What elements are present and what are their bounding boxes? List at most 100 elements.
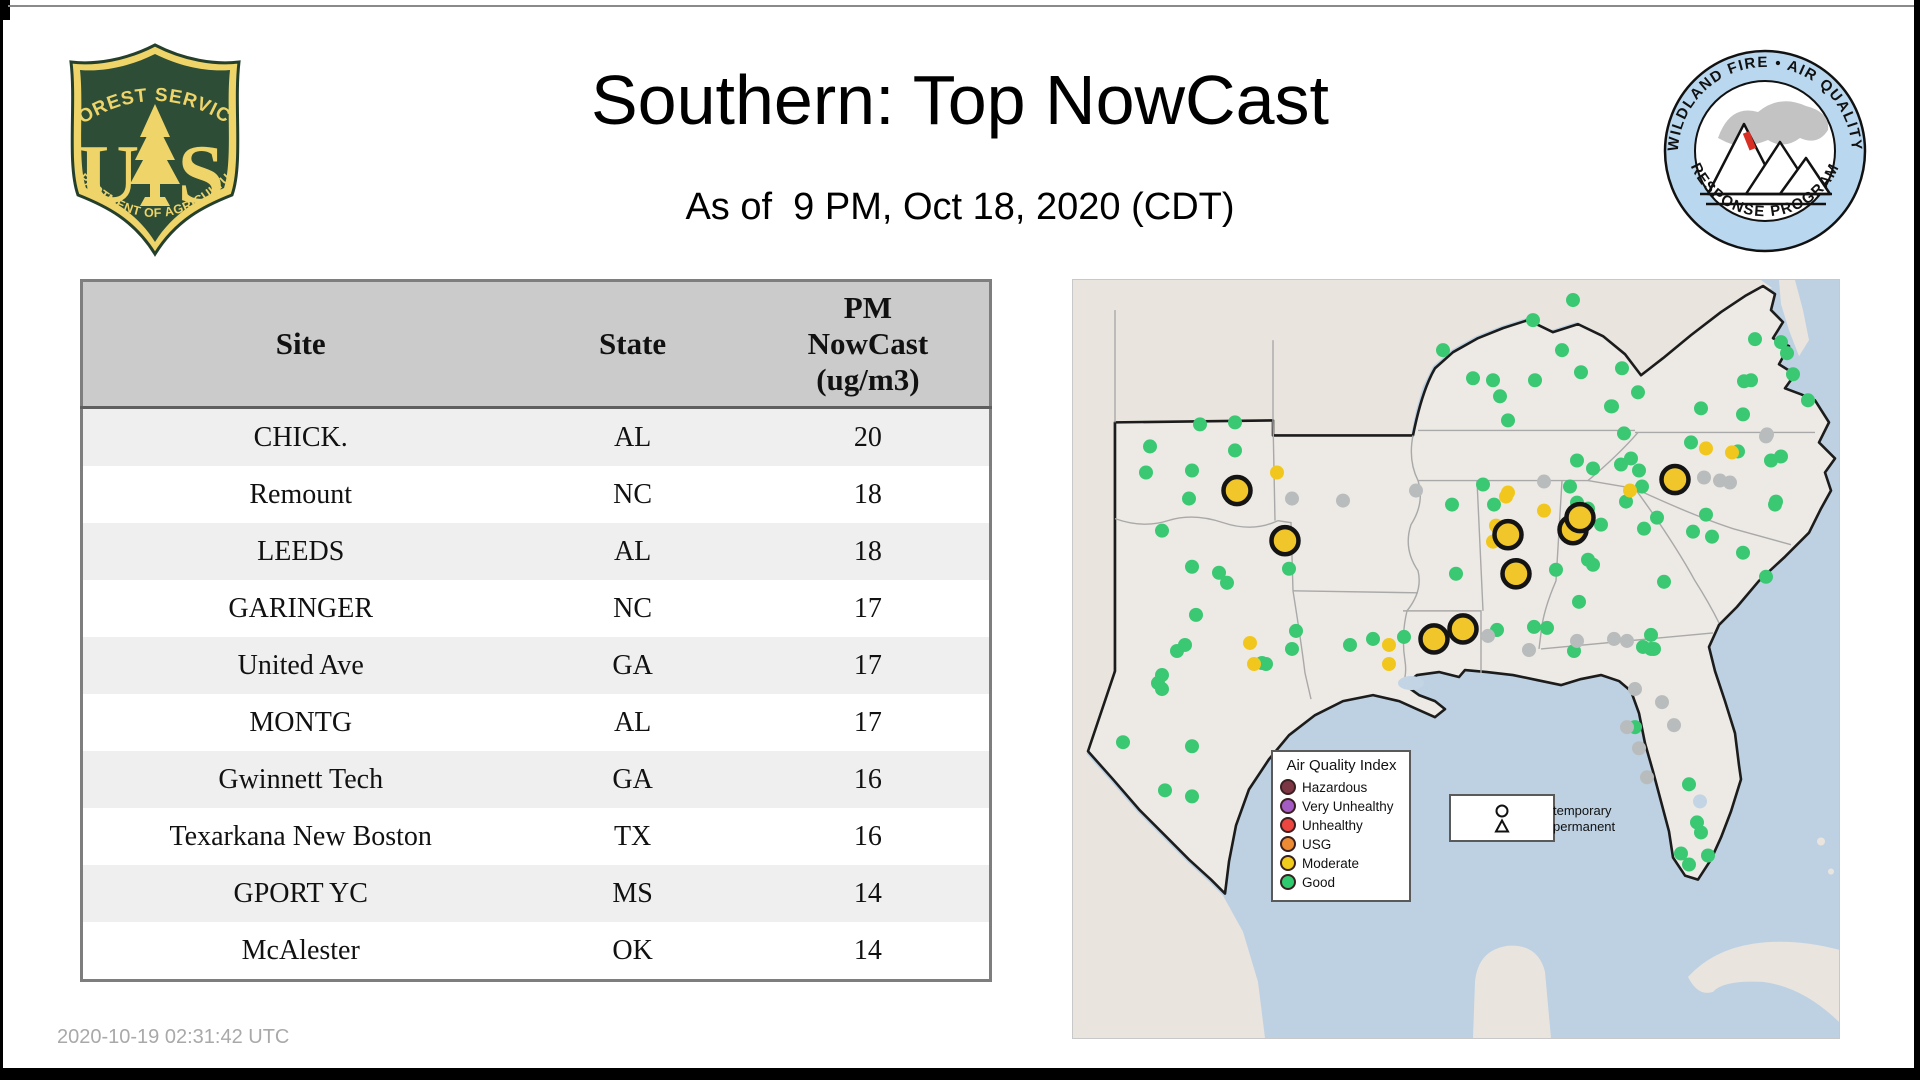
monitor-dot[interactable] xyxy=(1780,346,1794,361)
monitor-dot[interactable] xyxy=(1185,463,1199,478)
monitor-dot[interactable] xyxy=(1768,497,1782,512)
monitor-dot[interactable] xyxy=(1243,635,1257,650)
monitor-dot[interactable] xyxy=(1574,365,1588,380)
top-site-marker[interactable] xyxy=(1500,557,1532,590)
top-site-marker[interactable] xyxy=(1564,501,1596,534)
monitor-dot[interactable] xyxy=(1185,739,1199,754)
monitor-dot[interactable] xyxy=(1631,385,1645,400)
monitor-dot[interactable] xyxy=(1540,620,1554,635)
monitor-dot[interactable] xyxy=(1289,623,1303,638)
monitor-dot[interactable] xyxy=(1657,574,1671,589)
monitor-dot[interactable] xyxy=(1537,503,1551,518)
monitor-dot[interactable] xyxy=(1528,373,1542,388)
monitor-dot[interactable] xyxy=(1566,293,1580,308)
top-site-marker[interactable] xyxy=(1418,623,1450,655)
monitor-dot[interactable] xyxy=(1759,569,1773,584)
monitor-dot[interactable] xyxy=(1116,735,1130,750)
monitor-dot[interactable] xyxy=(1158,783,1172,798)
monitor-dot[interactable] xyxy=(1570,633,1584,648)
monitor-dot[interactable] xyxy=(1620,720,1634,735)
monitor-dot[interactable] xyxy=(1694,825,1708,840)
monitor-dot[interactable] xyxy=(1143,439,1157,454)
monitor-dot[interactable] xyxy=(1285,641,1299,656)
monitor-dot[interactable] xyxy=(1526,313,1540,328)
monitor-dot[interactable] xyxy=(1759,429,1773,444)
monitor-dot[interactable] xyxy=(1182,491,1196,506)
monitor-dot[interactable] xyxy=(1285,491,1299,506)
monitor-dot[interactable] xyxy=(1228,443,1242,458)
monitor-dot[interactable] xyxy=(1185,789,1199,804)
monitor-dot[interactable] xyxy=(1527,619,1541,634)
monitor-dot[interactable] xyxy=(1487,497,1501,512)
monitor-dot[interactable] xyxy=(1640,770,1654,785)
monitor-dot[interactable] xyxy=(1499,489,1513,504)
monitor-dot[interactable] xyxy=(1628,682,1642,697)
monitor-dot[interactable] xyxy=(1635,479,1649,494)
monitor-dot[interactable] xyxy=(1594,517,1608,532)
monitor-dot[interactable] xyxy=(1476,477,1490,492)
monitor-dot[interactable] xyxy=(1549,562,1563,577)
top-site-marker[interactable] xyxy=(1447,613,1479,645)
monitor-dot[interactable] xyxy=(1445,497,1459,512)
monitor-dot[interactable] xyxy=(1228,415,1242,430)
monitor-dot[interactable] xyxy=(1617,426,1631,441)
monitor-dot[interactable] xyxy=(1185,559,1199,574)
monitor-dot[interactable] xyxy=(1699,507,1713,522)
monitor-dot[interactable] xyxy=(1586,461,1600,476)
monitor-dot[interactable] xyxy=(1537,474,1551,489)
monitor-dot[interactable] xyxy=(1705,529,1719,544)
monitor-dot[interactable] xyxy=(1736,407,1750,422)
monitor-dot[interactable] xyxy=(1607,631,1621,646)
monitor-dot[interactable] xyxy=(1655,695,1669,710)
monitor-dot[interactable] xyxy=(1397,629,1411,644)
aqi-map[interactable]: Air Quality Index Hazardous Very Unhealth… xyxy=(1072,279,1840,1039)
monitor-dot[interactable] xyxy=(1572,594,1586,609)
monitor-dot[interactable] xyxy=(1744,373,1758,388)
monitor-dot[interactable] xyxy=(1212,565,1226,580)
monitor-dot[interactable] xyxy=(1650,510,1664,525)
monitor-dot[interactable] xyxy=(1436,343,1450,358)
monitor-dot[interactable] xyxy=(1684,435,1698,450)
monitor-dot[interactable] xyxy=(1486,373,1500,388)
monitor-dot[interactable] xyxy=(1155,682,1169,697)
monitor-dot[interactable] xyxy=(1501,413,1515,428)
monitor-dot[interactable] xyxy=(1155,523,1169,538)
monitor-dot[interactable] xyxy=(1139,465,1153,480)
monitor-dot[interactable] xyxy=(1674,846,1688,861)
monitor-dot[interactable] xyxy=(1632,741,1646,756)
monitor-dot[interactable] xyxy=(1694,401,1708,416)
top-site-marker[interactable] xyxy=(1659,463,1691,496)
monitor-dot[interactable] xyxy=(1382,637,1396,652)
monitor-dot[interactable] xyxy=(1682,857,1696,872)
monitor-dot[interactable] xyxy=(1570,453,1584,468)
monitor-dot[interactable] xyxy=(1619,494,1633,509)
top-site-marker[interactable] xyxy=(1221,474,1253,507)
monitor-dot[interactable] xyxy=(1801,393,1815,408)
monitor-dot[interactable] xyxy=(1282,561,1296,576)
monitor-dot[interactable] xyxy=(1686,524,1700,539)
monitor-dot[interactable] xyxy=(1247,656,1261,672)
monitor-dot[interactable] xyxy=(1748,332,1762,347)
monitor-dot[interactable] xyxy=(1493,389,1507,404)
top-site-marker[interactable] xyxy=(1269,524,1301,557)
monitor-dot[interactable] xyxy=(1647,641,1661,656)
monitor-dot[interactable] xyxy=(1774,449,1788,464)
monitor-dot[interactable] xyxy=(1343,637,1357,652)
monitor-dot[interactable] xyxy=(1682,777,1696,792)
monitor-dot[interactable] xyxy=(1667,718,1681,733)
monitor-dot[interactable] xyxy=(1563,479,1577,494)
monitor-dot[interactable] xyxy=(1220,575,1234,590)
monitor-dot[interactable] xyxy=(1466,371,1480,386)
monitor-dot[interactable] xyxy=(1620,633,1634,648)
monitor-dot[interactable] xyxy=(1614,457,1628,472)
monitor-dot[interactable] xyxy=(1637,521,1651,536)
monitor-dot[interactable] xyxy=(1697,470,1711,485)
monitor-dot[interactable] xyxy=(1725,445,1739,460)
monitor-dot[interactable] xyxy=(1193,417,1207,432)
monitor-dot[interactable] xyxy=(1189,607,1203,622)
monitor-dot[interactable] xyxy=(1336,493,1350,508)
monitor-dot[interactable] xyxy=(1449,566,1463,581)
monitor-dot[interactable] xyxy=(1644,627,1658,642)
monitor-dot[interactable] xyxy=(1699,441,1713,456)
top-site-marker[interactable] xyxy=(1492,518,1524,551)
